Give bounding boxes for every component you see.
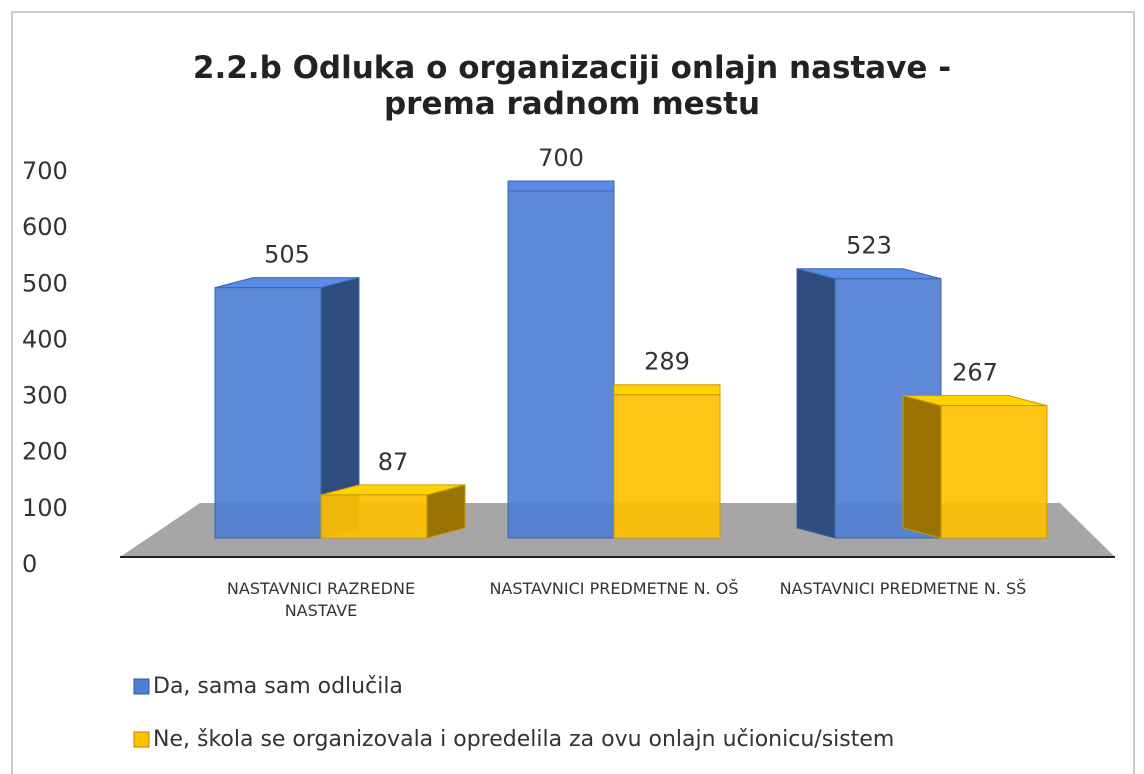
legend-label: Ne, škola se organizovala i opredelila z…	[153, 727, 894, 752]
chart-title: 2.2.b Odluka o organizaciji onlajn nasta…	[192, 50, 952, 122]
data-label: 87	[378, 448, 409, 476]
data-label: 267	[952, 359, 998, 387]
x-tick-label: NASTAVNICI PREDMETNE N. OŠ	[489, 579, 739, 598]
y-tick-label: 500	[22, 269, 68, 297]
y-tick-label: 600	[22, 213, 68, 241]
legend-label: Da, sama sam odlučila	[153, 674, 403, 699]
y-tick-label: 200	[22, 438, 68, 466]
data-label: 289	[644, 348, 690, 376]
bar	[507, 190, 615, 539]
bar	[940, 405, 1048, 539]
legend-swatch	[133, 678, 150, 695]
data-label: 523	[846, 232, 892, 260]
y-tick-label: 400	[22, 325, 68, 353]
y-tick-label: 700	[22, 157, 68, 185]
y-tick-label: 0	[22, 550, 37, 578]
x-tick-label: NASTAVNICI RAZREDNE NASTAVE	[226, 579, 416, 620]
data-label: 700	[538, 144, 584, 172]
bar	[214, 287, 322, 539]
chart-border	[11, 11, 1135, 774]
bar-top	[613, 384, 721, 396]
bar	[320, 494, 428, 539]
bar-top	[507, 180, 615, 192]
x-tick-label: NASTAVNICI PREDMETNE N. SŠ	[779, 579, 1027, 598]
bar	[613, 394, 721, 539]
y-tick-label: 300	[22, 382, 68, 410]
data-label: 505	[264, 241, 310, 269]
y-tick-label: 100	[22, 494, 68, 522]
legend-swatch	[133, 731, 150, 748]
bar-side	[796, 268, 836, 539]
bar-side	[902, 394, 942, 539]
